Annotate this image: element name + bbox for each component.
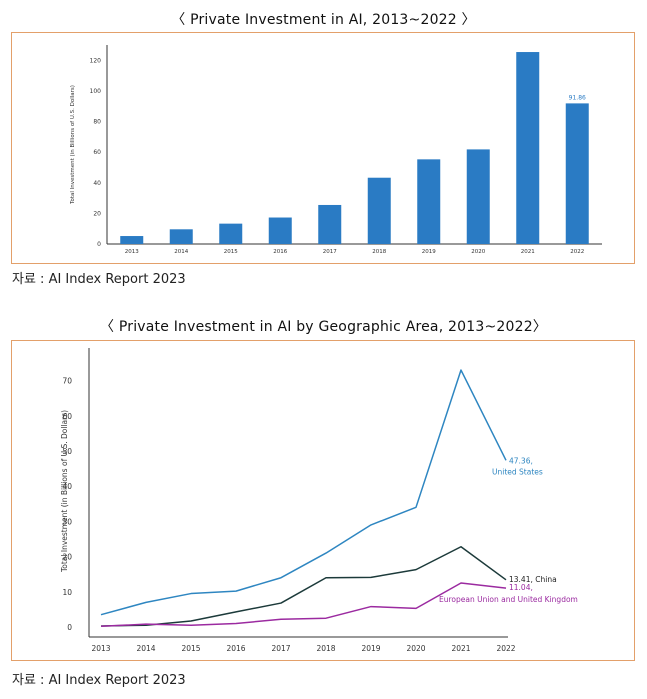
x-tick-label: 2019: [361, 644, 380, 653]
bar-2016: [268, 217, 292, 244]
label-china: 13.41, China: [509, 575, 557, 584]
label-eu-name: European Union and United Kingdom: [439, 595, 578, 604]
line-chart: 0 10 20 30 40 50 60 70 2013 2014 2015 2016 2017 2018 2…: [60, 348, 578, 653]
y-tick-label: 40: [93, 180, 101, 187]
label-us-value: 47.36,: [509, 456, 533, 465]
x-tick-label: 2013: [125, 249, 139, 255]
y-tick-label: 20: [62, 553, 72, 562]
x-tick-label: 2021: [451, 644, 470, 653]
x-tick-label: 2016: [273, 249, 287, 255]
bar-2021: [516, 52, 540, 245]
y-tick-label: 70: [62, 377, 72, 386]
y-tick-label: 60: [62, 412, 72, 421]
bar-2019: [417, 159, 441, 244]
series-line-european-union-and-united-kingdom: [100, 582, 507, 628]
y-tick-label: 30: [62, 517, 72, 526]
y-tick-label: 0: [67, 623, 72, 632]
bar-2013: [120, 236, 144, 244]
bar-chart-title: 〈 Private Investment in AI, 2013~2022 〉: [171, 12, 476, 28]
x-tick-label: 2022: [496, 644, 515, 653]
bar-chart: 0 20 40 60 80 100 120 2013 2014 2015 2016 2017 2018 2…: [70, 45, 602, 255]
line-chart-frame: 0 10 20 30 40 50 60 70 2013 2014 2015 2016 2017 2018 2…: [11, 340, 635, 661]
x-tick-label: 2016: [226, 644, 245, 653]
x-tick-label: 2014: [136, 644, 155, 653]
line-chart-source: 자료 : AI Index Report 2023: [12, 673, 186, 688]
y-tick-label: 40: [62, 482, 72, 491]
y-tick-label: 120: [90, 57, 102, 64]
bar-2022: [565, 103, 589, 244]
x-tick-label: 2019: [422, 249, 436, 255]
y-axis-label: Total Investment (in Billions of U.S. Do…: [70, 85, 76, 205]
bar-2018: [367, 177, 391, 244]
bar-2015: [219, 223, 243, 244]
bar-2020: [466, 149, 490, 244]
label-us-name: United States: [492, 467, 543, 476]
x-tick-label: 2018: [372, 249, 386, 255]
x-tick-label: 2022: [570, 249, 584, 255]
y-tick-label: 50: [62, 447, 72, 456]
x-tick-label: 2017: [271, 644, 290, 653]
y-tick-label: 60: [93, 149, 101, 156]
x-tick-label: 2021: [521, 249, 535, 255]
y-axis-label: Total Investment (in Billions of U.S. Do…: [60, 410, 69, 573]
x-tick-label: 2017: [323, 249, 337, 255]
series-line-united-states: [100, 369, 507, 616]
bar-2017: [318, 204, 342, 244]
x-tick-label: 2015: [181, 644, 200, 653]
line-chart-title: 〈 Private Investment in AI by Geographic…: [100, 319, 547, 335]
data-label-2022: 91.86: [569, 94, 586, 101]
x-tick-label: 2013: [91, 644, 110, 653]
x-tick-label: 2018: [316, 644, 335, 653]
x-tick-label: 2020: [406, 644, 425, 653]
y-tick-label: 20: [93, 210, 101, 217]
x-tick-label: 2020: [471, 249, 485, 255]
bar-chart-frame: 0 20 40 60 80 100 120 2013 2014 2015 2016 2017 2018 2…: [11, 32, 635, 264]
bar-2014: [169, 229, 193, 244]
y-tick-label: 0: [97, 241, 101, 248]
series-line-china: [100, 545, 507, 627]
y-tick-label: 80: [93, 119, 101, 126]
bar-chart-source: 자료 : AI Index Report 2023: [12, 272, 186, 287]
label-eu-value: 11.04,: [509, 583, 533, 592]
x-tick-label: 2014: [174, 249, 188, 255]
y-tick-label: 10: [62, 588, 72, 597]
x-tick-label: 2015: [224, 249, 238, 255]
y-tick-label: 100: [90, 88, 102, 95]
